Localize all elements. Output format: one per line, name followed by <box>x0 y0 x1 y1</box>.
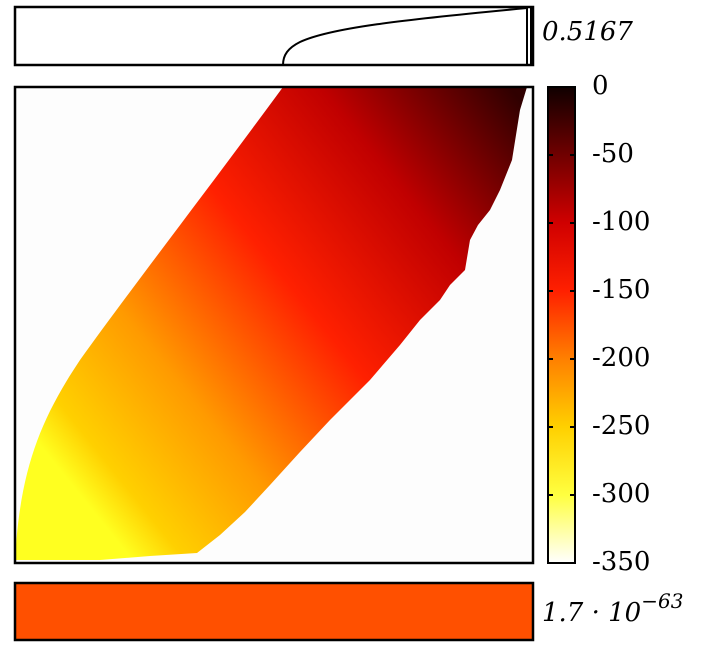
bottom-panel <box>13 581 535 642</box>
colorbar-tick-label: -350 <box>592 547 650 577</box>
colorbar-tick-label: 0 <box>592 71 609 101</box>
bottom-label: 1.7 · 10−63 <box>542 589 683 629</box>
bottom-label-exponent: −63 <box>641 589 683 613</box>
heatmap-region <box>15 87 527 560</box>
colorbar-tick-label: -200 <box>592 343 650 373</box>
colorbar-tick-label: -300 <box>592 479 650 509</box>
top-curve <box>282 6 532 66</box>
top-label: 0.5167 <box>542 17 633 47</box>
colorbar-tick-label: -250 <box>592 411 650 441</box>
colorbar-tick-label: -50 <box>592 139 634 169</box>
colorbar-tick-label: -100 <box>592 207 650 237</box>
heatmap-frame <box>13 85 535 565</box>
bottom-label-base: 1.7 · 10 <box>542 598 641 628</box>
colorbar-tick-label: -150 <box>592 275 650 305</box>
colorbar <box>547 86 576 564</box>
